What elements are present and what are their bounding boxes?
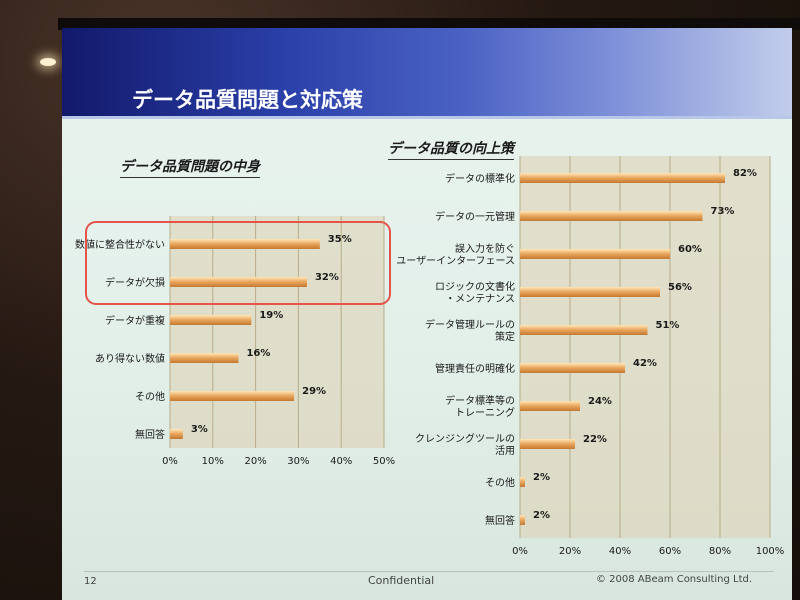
chart-0-value-label: 3% xyxy=(191,424,208,435)
chart-1-bar xyxy=(520,401,580,411)
chart-0-bar xyxy=(170,277,307,287)
chart-0-bar xyxy=(170,391,295,401)
chart-1-value-label: 22% xyxy=(583,434,607,445)
title-underline xyxy=(62,116,792,119)
chart-1-bar xyxy=(520,249,670,259)
chart-1-category-label: データ管理ルールの策定 xyxy=(425,318,515,343)
chart-0-category-label: 数値に整合性がない xyxy=(75,238,165,251)
presentation-slide: データ品質問題と対応策 データ品質問題の中身 データ品質の向上策 0% 10% 20… xyxy=(62,28,792,600)
chart-1-tick-label: 100% xyxy=(756,546,785,557)
chart-1-bar xyxy=(520,439,575,449)
footer-divider xyxy=(84,571,774,572)
chart-1-category-label: ロジックの文書化・メンテナンス xyxy=(435,280,515,305)
chart-0-category-label: その他 xyxy=(135,390,165,403)
charts-canvas: 0% 10% 20% 30% 40% 50% 数値に整合性がない 35% データが欠損 32% デー… xyxy=(75,156,785,557)
chart-1-value-label: 42% xyxy=(633,358,657,369)
chart-1-bar xyxy=(520,325,648,335)
left-chart-title: データ品質問題の中身 xyxy=(120,156,260,178)
chart-1-tick-label: 0% xyxy=(512,546,528,557)
chart-1-category-label: データ標準等のトレーニング xyxy=(445,394,515,419)
chart-0-bar xyxy=(170,315,252,325)
chart-1-value-label: 73% xyxy=(711,206,735,217)
chart-1-bar xyxy=(520,211,703,221)
projector-screen-frame xyxy=(58,18,800,30)
chart-1-category-label: 管理責任の明確化 xyxy=(435,362,515,375)
chart-0-value-label: 19% xyxy=(259,310,283,321)
page-number: 12 xyxy=(84,576,97,587)
chart-1-value-label: 2% xyxy=(533,510,550,521)
chart-1-bar xyxy=(520,287,660,297)
chart-1-value-label: 82% xyxy=(733,168,757,179)
highlight-frame xyxy=(85,221,391,305)
chart-0-value-label: 16% xyxy=(246,348,270,359)
chart-0-category-label: 無回答 xyxy=(135,428,165,441)
chart-1-value-label: 2% xyxy=(533,472,550,483)
copyright-notice: © 2008 ABeam Consulting Ltd. xyxy=(596,574,753,585)
chart-1-category-label: 無回答 xyxy=(485,514,515,527)
slide-title: データ品質問題と対応策 xyxy=(132,88,363,112)
chart-0-value-label: 29% xyxy=(302,386,326,397)
chart-1-bar xyxy=(520,363,625,373)
chart-1-bar xyxy=(520,477,525,487)
confidential-label: Confidential xyxy=(368,574,435,587)
chart-0-bar xyxy=(170,239,320,249)
chart-1-tick-label: 40% xyxy=(609,546,631,557)
chart-0-tick-label: 40% xyxy=(330,456,352,467)
ceiling-lamp xyxy=(40,58,56,66)
chart-0-category-label: データが欠損 xyxy=(105,276,165,289)
chart-0-category-label: データが重複 xyxy=(105,314,165,327)
chart-0-value-label: 32% xyxy=(315,272,339,283)
right-chart-title: データ品質の向上策 xyxy=(388,138,514,160)
chart-0-tick-label: 0% xyxy=(162,456,178,467)
chart-0-bar xyxy=(170,353,239,363)
chart-0-bar xyxy=(170,429,183,439)
chart-1-category-label: その他 xyxy=(485,476,515,489)
chart-1-category-label: クレンジングツールの活用 xyxy=(415,432,515,457)
chart-0-tick-label: 20% xyxy=(244,456,266,467)
chart-0-tick-label: 30% xyxy=(287,456,309,467)
chart-0-value-label: 35% xyxy=(328,234,352,245)
chart-0-tick-label: 50% xyxy=(373,456,395,467)
chart-1-category-label: 誤入力を防ぐユーザーインターフェース xyxy=(396,242,515,267)
chart-1-category-label: データの標準化 xyxy=(445,172,515,185)
chart-1-value-label: 51% xyxy=(656,320,680,331)
chart-1-value-label: 60% xyxy=(678,244,702,255)
chart-1-tick-label: 20% xyxy=(559,546,581,557)
chart-1-tick-label: 80% xyxy=(709,546,731,557)
chart-0-plot-area xyxy=(170,216,384,448)
chart-0-category-label: あり得ない数値 xyxy=(95,352,165,365)
slide-title-banner xyxy=(62,28,792,116)
chart-1-tick-label: 60% xyxy=(659,546,681,557)
chart-1-bar xyxy=(520,173,725,183)
chart-1-category-label: データの一元管理 xyxy=(435,210,515,223)
chart-1-value-label: 24% xyxy=(588,396,612,407)
chart-0-tick-label: 10% xyxy=(202,456,224,467)
chart-1-value-label: 56% xyxy=(668,282,692,293)
chart-1-bar xyxy=(520,515,525,525)
